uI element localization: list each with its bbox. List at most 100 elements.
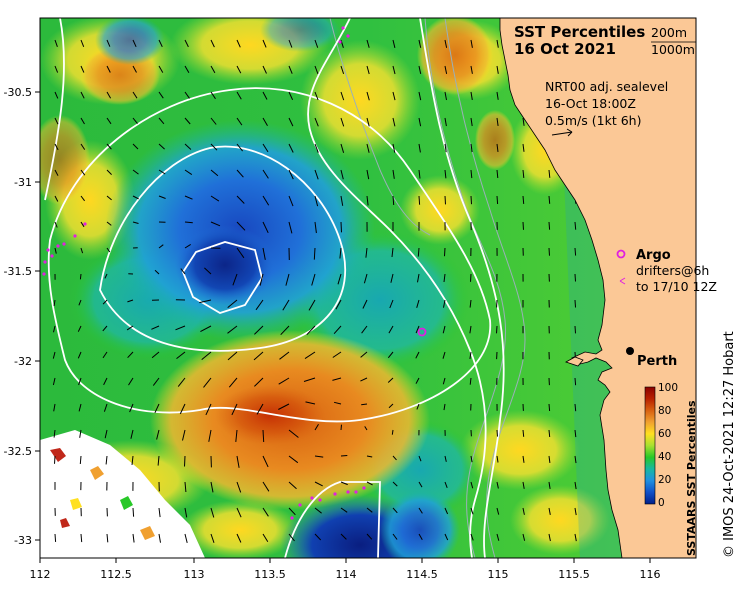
current-arrow	[522, 455, 525, 463]
current-arrow	[54, 143, 59, 151]
current-arrow	[308, 299, 316, 311]
current-arrow	[262, 195, 270, 206]
current-arrow	[496, 143, 499, 152]
current-arrow	[106, 65, 111, 73]
current-arrow	[574, 429, 577, 438]
argo-float-marker[interactable]	[417, 327, 427, 337]
current-arrow	[53, 325, 56, 333]
current-arrow	[574, 455, 577, 464]
current-arrow	[54, 221, 58, 228]
y-tick-label: -30.5	[4, 86, 32, 99]
current-arrow	[199, 299, 212, 304]
current-arrow	[132, 143, 139, 150]
current-arrow	[418, 65, 422, 75]
y-tick-label: -31	[14, 176, 32, 189]
current-arrow	[444, 65, 448, 74]
drifter-tracks	[42, 26, 366, 520]
current-arrow	[442, 325, 446, 334]
current-arrow	[304, 351, 316, 360]
drifters-period: to 17/10 12Z	[636, 279, 717, 294]
current-arrow	[574, 533, 577, 542]
current-arrow	[305, 401, 316, 405]
current-arrow	[522, 481, 525, 489]
current-arrow	[184, 39, 189, 48]
current-arrow	[470, 169, 473, 179]
scale-arrow-icon	[551, 128, 573, 137]
current-arrow	[184, 169, 193, 176]
current-arrow	[392, 195, 395, 206]
current-arrow	[236, 65, 242, 74]
perth-marker-icon	[626, 347, 634, 355]
current-arrow	[548, 247, 550, 256]
y-tick-label: -32	[14, 355, 32, 368]
current-arrow	[444, 39, 448, 48]
current-arrow	[444, 247, 446, 257]
current-arrow	[340, 533, 347, 540]
drifter-legend-icon	[619, 277, 626, 285]
current-arrow	[80, 169, 86, 176]
current-arrow	[104, 429, 108, 439]
current-arrow	[262, 507, 269, 517]
current-arrow	[262, 221, 269, 234]
current-arrow	[262, 533, 269, 543]
current-arrow	[470, 481, 474, 489]
current-arrow	[361, 325, 368, 334]
current-arrow	[131, 455, 134, 465]
current-arrow	[129, 403, 134, 413]
argo-legend-icon	[616, 249, 626, 259]
current-arrow	[227, 325, 238, 334]
current-arrow	[548, 403, 551, 412]
current-arrow	[78, 299, 82, 306]
current-arrow	[132, 91, 138, 99]
current-arrow	[496, 117, 499, 126]
current-arrow	[53, 299, 56, 306]
current-arrow	[78, 403, 82, 412]
current-arrow	[574, 299, 576, 308]
current-arrow	[418, 91, 422, 101]
current-arrow	[340, 65, 345, 75]
current-arrow	[548, 429, 551, 438]
current-arrow	[470, 117, 473, 127]
current-arrow	[417, 247, 420, 257]
current-arrow	[210, 169, 219, 177]
colorbar-tick: 40	[658, 451, 671, 463]
axis-ticks	[35, 91, 651, 563]
current-arrow	[177, 377, 186, 387]
current-arrow	[340, 507, 348, 513]
current-arrow	[77, 325, 82, 332]
current-arrow	[444, 533, 449, 541]
map-date: 16 Oct 2021	[514, 40, 616, 58]
argo-label: Argo	[636, 248, 671, 263]
current-arrow	[184, 533, 188, 544]
current-arrow	[53, 403, 56, 412]
x-tick-label: 112	[30, 568, 51, 581]
current-arrow	[444, 195, 446, 205]
current-arrow	[496, 455, 499, 463]
current-arrow	[132, 117, 138, 125]
current-arrow	[210, 65, 216, 74]
current-arrow	[184, 91, 190, 99]
current-arrow	[548, 533, 551, 542]
current-arrow	[285, 273, 290, 286]
current-arrow	[418, 455, 422, 462]
current-arrow	[236, 39, 241, 48]
current-arrow	[54, 195, 59, 202]
current-arrow	[288, 195, 294, 207]
colorbar: 100 80 60 40 20 0 SSTAARS SST Percentile…	[644, 382, 698, 556]
current-arrow	[442, 351, 446, 359]
current-arrow	[288, 65, 293, 74]
current-arrow	[442, 377, 446, 385]
current-arrow	[205, 403, 212, 416]
current-arrow	[158, 65, 164, 73]
current-arrow	[444, 91, 447, 101]
current-arrow	[158, 244, 164, 249]
current-arrow	[335, 299, 342, 310]
current-arrow	[132, 507, 135, 517]
current-arrow	[522, 429, 525, 437]
current-arrow	[332, 351, 342, 358]
current-arrow	[262, 91, 268, 100]
current-arrow	[151, 325, 160, 330]
current-arrow	[392, 65, 396, 75]
current-arrow	[574, 481, 577, 490]
city-label-perth: Perth	[637, 354, 677, 369]
